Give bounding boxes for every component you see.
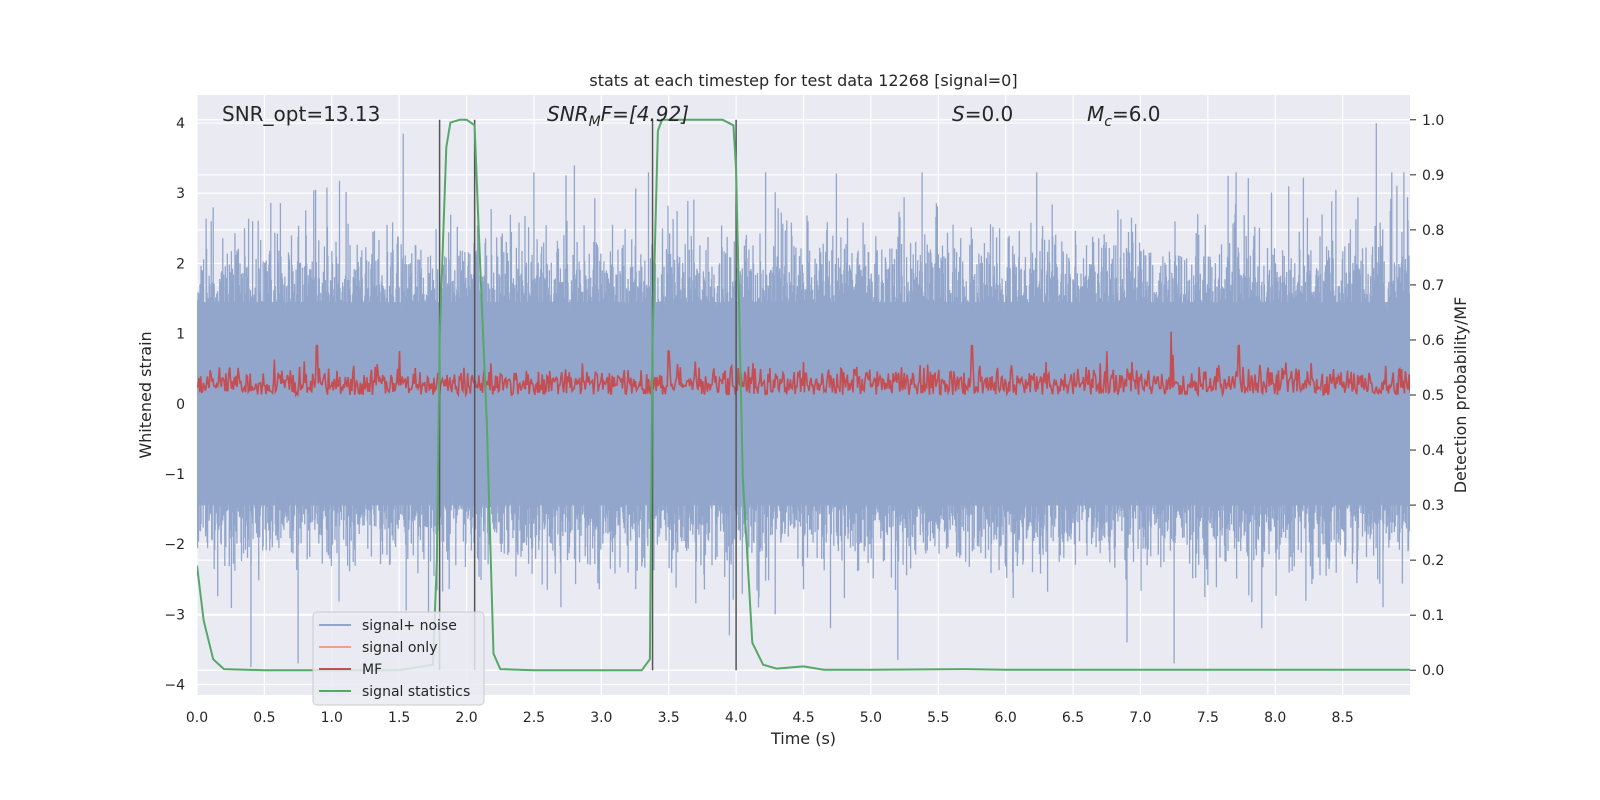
y-tick-label: 4 — [176, 116, 185, 132]
y2-tick-label: 0.6 — [1422, 333, 1444, 349]
annotation-s-val: =0.0 — [965, 102, 1014, 126]
legend-entry-mf: MF — [362, 662, 382, 678]
y2-axis-label: Detection probability/MF — [1451, 297, 1470, 494]
y2-axis-ticks: 1.0 0.9 0.8 0.7 0.6 0.5 0.4 0.3 0.2 0.1 0.0 — [1410, 113, 1444, 679]
y-tick-label: −2 — [164, 537, 185, 553]
legend-entry-signal-only: signal only — [362, 640, 437, 656]
x-tick-label: 0.5 — [253, 710, 275, 726]
x-tick-label: 4.5 — [792, 710, 814, 726]
annotation-mc: Mc=6.0 — [1087, 102, 1161, 130]
y2-tick-label: 0.5 — [1422, 388, 1444, 404]
annotation-snr-opt: SNR_opt=13.13 — [222, 102, 380, 126]
y-tick-label: 0 — [176, 397, 185, 413]
x-tick-label: 6.5 — [1062, 710, 1084, 726]
y-axis-label: Whitened strain — [136, 331, 155, 458]
legend-box — [312, 611, 485, 706]
x-tick-label: 2.5 — [523, 710, 545, 726]
annotation-mc-val: =6.0 — [1112, 102, 1161, 126]
chart-title: stats at each timestep for test data 122… — [589, 71, 1017, 90]
legend-entry-noise: signal+ noise — [362, 618, 457, 634]
x-tick-label: 4.0 — [725, 710, 747, 726]
y2-tick-label: 0.9 — [1422, 168, 1444, 184]
annotation-snr-mf-main: SNR — [547, 102, 589, 126]
y-tick-label: 3 — [176, 186, 185, 202]
annotation-s: S=0.0 — [952, 102, 1013, 126]
y2-tick-label: 0.3 — [1422, 498, 1444, 514]
annotation-snr-mf: SNRMF=[4.92] — [547, 102, 689, 130]
plot-area — [197, 118, 1410, 672]
annotation-snr-mf-rest: F=[4.92] — [601, 102, 689, 126]
y2-tick-label: 0.8 — [1422, 223, 1444, 239]
x-tick-label: 0.0 — [186, 710, 208, 726]
x-tick-label: 2.0 — [455, 710, 477, 726]
x-axis-ticks: 0.0 0.5 1.0 1.5 2.0 2.5 3.0 3.5 4.0 4.5 5.0 5.5 6.0 6… — [186, 710, 1354, 726]
y2-tick-label: 0.4 — [1422, 443, 1444, 459]
y2-tick-label: 0.1 — [1422, 608, 1444, 624]
mf-trace — [197, 331, 1410, 398]
y2-tick-label: 0.7 — [1422, 278, 1444, 294]
y-tick-label: 2 — [176, 256, 185, 272]
x-tick-label: 6.0 — [995, 710, 1017, 726]
annotation-mc-sym: M — [1087, 102, 1104, 126]
annotation-mc-sub: c — [1104, 114, 1112, 130]
x-tick-label: 8.0 — [1264, 710, 1286, 726]
x-tick-label: 5.0 — [860, 710, 882, 726]
x-tick-label: 3.0 — [590, 710, 612, 726]
y2-tick-label: 0.0 — [1422, 663, 1444, 679]
y-axis-ticks: 4 3 2 1 0 −1 −2 −3 −4 — [164, 116, 185, 693]
y-tick-label: 1 — [176, 327, 185, 343]
y-tick-label: −3 — [164, 607, 185, 623]
y2-tick-label: 1.0 — [1422, 113, 1444, 129]
legend: signal+ noise signal only MF signal stat… — [312, 611, 485, 706]
x-tick-label: 7.5 — [1197, 710, 1219, 726]
x-axis-label: Time (s) — [770, 729, 836, 748]
mf-series — [197, 331, 1410, 398]
legend-entry-signal-statistics: signal statistics — [362, 684, 470, 700]
x-tick-label: 1.5 — [388, 710, 410, 726]
x-tick-label: 7.0 — [1129, 710, 1151, 726]
noise-series — [197, 123, 1410, 667]
y2-tick-label: 0.2 — [1422, 553, 1444, 569]
annotation-snr-mf-sub: M — [589, 114, 601, 130]
y-tick-label: −4 — [164, 677, 185, 693]
x-tick-label: 5.5 — [927, 710, 949, 726]
x-tick-label: 1.0 — [321, 710, 343, 726]
x-tick-label: 8.5 — [1331, 710, 1353, 726]
x-tick-label: 3.5 — [658, 710, 680, 726]
annotation-s-sym: S — [952, 102, 965, 126]
y-tick-label: −1 — [164, 467, 185, 483]
